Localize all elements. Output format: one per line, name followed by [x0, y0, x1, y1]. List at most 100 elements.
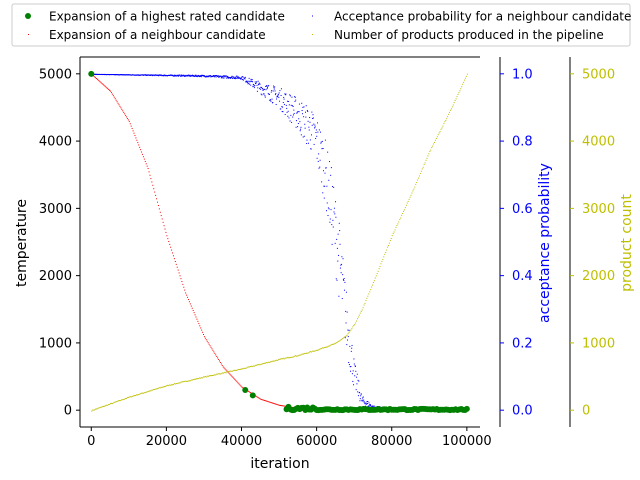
- product-count-point: [248, 366, 250, 368]
- acceptance-point: [191, 75, 193, 77]
- temperature-tick-label: 3000: [39, 202, 72, 217]
- product-count-point: [428, 153, 430, 155]
- neighbour-point: [264, 400, 266, 402]
- acceptance-point: [240, 78, 242, 80]
- neighbour-point: [235, 380, 237, 382]
- acceptance-point: [322, 192, 324, 194]
- product-count-point: [180, 381, 182, 383]
- product-count-point: [244, 367, 246, 369]
- neighbour-point: [209, 345, 211, 347]
- product-count-point: [270, 361, 272, 363]
- acceptance-point: [307, 111, 309, 113]
- acceptance-point: [289, 95, 291, 97]
- neighbour-point: [110, 92, 112, 94]
- product-count-point: [326, 346, 328, 348]
- acceptance-point: [318, 167, 320, 169]
- acceptance-point: [197, 76, 199, 78]
- acceptance-point: [299, 130, 301, 132]
- temperature-axis-title: temperature: [14, 199, 30, 287]
- acceptance-point: [230, 78, 232, 79]
- product-count-point: [355, 322, 357, 324]
- neighbour-point: [198, 323, 200, 325]
- product-count-point: [133, 395, 135, 397]
- product-count-point: [280, 358, 282, 360]
- acceptance-point: [341, 263, 343, 265]
- acceptance-point: [306, 139, 308, 141]
- product-count-point: [331, 344, 333, 346]
- product-count-point: [231, 370, 233, 372]
- product-count-point: [409, 196, 411, 198]
- product-count-point: [249, 366, 251, 368]
- neighbour-point: [256, 396, 258, 398]
- neighbour-point: [126, 116, 128, 118]
- acceptance-point: [209, 75, 211, 77]
- acceptance-point: [204, 75, 206, 77]
- neighbour-point: [108, 88, 110, 90]
- x-axis-title: iteration: [250, 456, 309, 472]
- acceptance-point: [280, 108, 282, 110]
- neighbour-point: [218, 358, 220, 360]
- product-count-point: [93, 409, 95, 411]
- acceptance-point: [330, 209, 332, 211]
- acceptance-point: [277, 96, 279, 98]
- acceptance-point: [233, 77, 235, 79]
- neighbour-point: [193, 312, 195, 314]
- acceptance-point: [249, 80, 251, 82]
- product-count-point: [233, 369, 235, 371]
- acceptance-point: [311, 124, 313, 126]
- acceptance-point: [373, 405, 375, 407]
- acceptance-point: [273, 87, 275, 89]
- product-count-point: [379, 266, 381, 268]
- product-count-point: [419, 172, 421, 174]
- product-count-point: [375, 275, 377, 277]
- neighbour-point: [221, 364, 223, 366]
- product-count-point: [191, 379, 193, 381]
- neighbour-point: [162, 221, 164, 223]
- product-count-point: [310, 351, 312, 353]
- acceptance-tick-label: 1.0: [512, 67, 533, 82]
- neighbour-point: [191, 307, 193, 309]
- acceptance-point: [259, 87, 261, 89]
- acceptance-point: [332, 186, 334, 188]
- acceptance-point: [342, 279, 344, 281]
- product-count-point: [187, 380, 189, 382]
- acceptance-point: [319, 166, 321, 168]
- acceptance-point: [304, 127, 306, 129]
- acceptance-point: [252, 81, 254, 83]
- acceptance-point: [279, 100, 281, 102]
- product-count-point: [199, 377, 201, 379]
- acceptance-point: [189, 75, 191, 77]
- product-count-point: [444, 121, 446, 123]
- neighbour-point: [188, 301, 190, 303]
- acceptance-point: [320, 142, 322, 144]
- product-count-point: [446, 118, 448, 120]
- neighbour-point: [200, 327, 202, 329]
- product-count-point: [181, 381, 183, 383]
- product-count-point: [320, 348, 322, 350]
- acceptance-point: [248, 77, 250, 79]
- product-count-point: [400, 217, 402, 219]
- product-count-point: [312, 350, 314, 352]
- acceptance-point: [350, 370, 352, 372]
- product-count-point: [183, 381, 185, 383]
- product-count-point: [440, 128, 442, 130]
- product-count-point: [391, 235, 393, 237]
- product-count-point: [435, 138, 437, 139]
- product-count-point: [220, 373, 222, 375]
- neighbour-point: [258, 397, 260, 399]
- acceptance-point: [322, 148, 324, 150]
- acceptance-point: [336, 247, 338, 249]
- acceptance-point: [278, 92, 280, 94]
- product-count-point: [426, 157, 428, 159]
- acceptance-point: [351, 344, 353, 346]
- product-count-point: [307, 352, 309, 354]
- product-count-point: [227, 371, 229, 373]
- product-count-point: [445, 120, 447, 122]
- product-count-point: [150, 390, 152, 392]
- product-count-point: [92, 409, 94, 411]
- neighbour-point: [208, 343, 210, 345]
- neighbour-point: [131, 127, 133, 129]
- legend-label-highest: Expansion of a highest rated candidate: [49, 10, 285, 24]
- product-count-point: [417, 179, 419, 181]
- neighbour-point: [176, 266, 178, 268]
